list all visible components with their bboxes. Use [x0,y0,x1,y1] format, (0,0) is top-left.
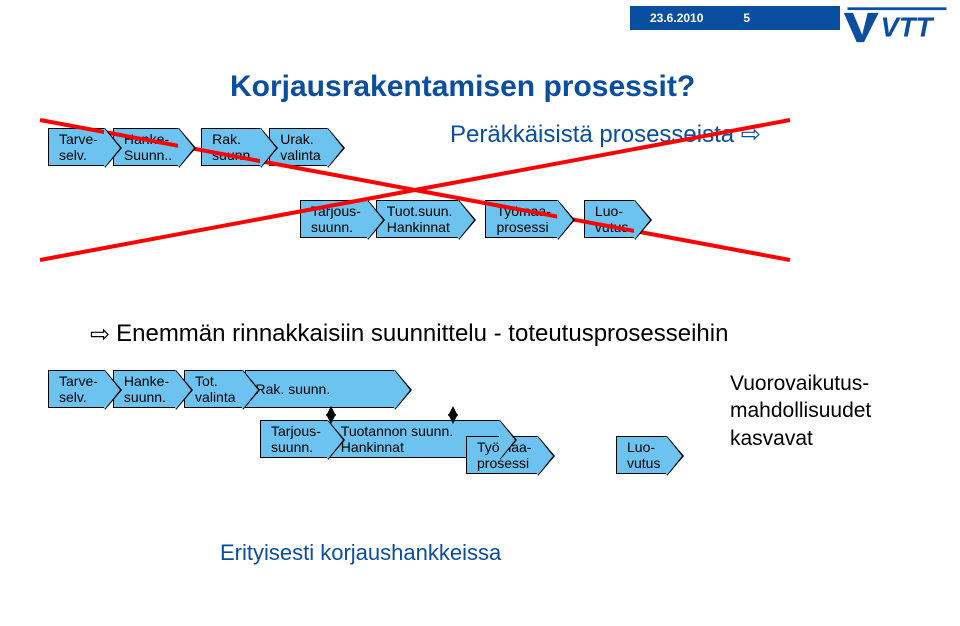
subtitle-parallel-text: Enemmän rinnakkaisiin suunnittelu - tote… [116,320,728,347]
seq-box: Tarjous- suunn. [300,200,368,238]
parallel-handover: Luo- vutus [616,436,667,474]
slide-title: Korjausrakentamisen prosessit? [230,70,695,104]
header-bar: 23.6.2010 5 [630,6,840,30]
parallel-row-2: Tarjous- suunn. Tuotannon suunn. Hankinn… [260,420,500,458]
par-box: Tarve- selv. [48,370,105,408]
seq-box: Työmaa- prosessi [485,200,557,238]
slide: 23.6.2010 5 VTT Korjausrakentamisen pros… [0,0,960,626]
parallel-row-1: Tarve- selv. Hanke- suunn. Tot. valinta … [48,370,395,408]
seq-box: Luo- vutus [584,200,635,238]
par-box: Hanke- suunn. [113,370,176,408]
par-box: Tarjous- suunn. [260,420,328,458]
seq-box: Tarve- selv. [48,128,105,166]
par-box-handover: Luo- vutus [616,436,667,474]
header-page: 5 [743,11,750,25]
header-date: 23.6.2010 [650,11,703,25]
subtitle-parallel: ⇨Enemmän rinnakkaisiin suunnittelu - tot… [90,320,728,349]
bullet-arrow-icon: ⇨ [90,320,110,349]
connector-arrow-2 [452,408,454,422]
seq-box: Hanke- Suunn.. [113,128,179,166]
vtt-logo: VTT [842,0,952,44]
note-right: Vuorovaikutus- mahdollisuudet kasvavat [730,370,871,452]
seq-box: Rak. suunn. [201,128,261,166]
sequential-row-2: Tarjous- suunn. Tuot.suun. Hankinnat Työ… [300,200,635,238]
subtitle-sequential: Peräkkäisistä prosesseista ⇨ [450,120,761,149]
par-box-rak: Rak. suunn. [245,370,395,408]
sequential-row-1: Tarve- selv. Hanke- Suunn.. Rak. suunn. … [48,128,328,166]
footer-text: Erityisesti korjaushankkeissa [220,540,501,566]
svg-text:VTT: VTT [881,12,935,43]
seq-box: Tuot.suun. Hankinnat [376,200,460,238]
